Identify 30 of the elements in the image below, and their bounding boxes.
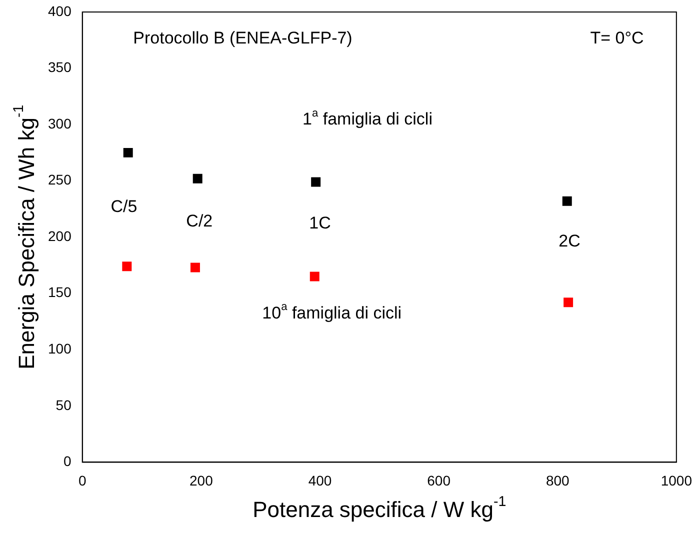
y-tick-label: 0	[64, 453, 72, 470]
x-tick-label: 200	[189, 472, 214, 488]
point	[564, 298, 574, 308]
x-tick-label: 1000	[660, 472, 692, 488]
y-tick-label: 300	[48, 115, 72, 132]
x-tick-label: 0	[78, 472, 86, 488]
annotation: C/5	[110, 197, 138, 216]
x-tick-label: 400	[308, 472, 332, 488]
point	[192, 174, 202, 184]
point	[122, 262, 132, 272]
point	[190, 262, 200, 272]
annotation: 1C	[309, 213, 331, 232]
y-tick-label: 400	[48, 2, 72, 19]
point	[311, 177, 321, 187]
x-tick-label: 800	[546, 472, 570, 488]
point	[310, 272, 320, 282]
y-tick-label: 100	[48, 340, 72, 357]
y-tick-label: 250	[48, 172, 72, 188]
annotation: Protocollo B (ENEA-GLFP-7)	[133, 28, 352, 48]
annotation: C/2	[186, 211, 213, 230]
y-tick-label: 50	[56, 396, 72, 413]
annotation: 2C	[558, 231, 580, 250]
point	[562, 196, 572, 206]
point	[123, 148, 133, 158]
y-axis-title: Energia Specifica / Wh kg-1	[11, 104, 40, 370]
y-tick-label: 150	[48, 284, 72, 300]
y-tick-label: 200	[48, 228, 72, 244]
y-tick-label: 350	[48, 59, 72, 76]
annotation: T= 0°C	[590, 28, 644, 48]
x-tick-label: 600	[427, 472, 451, 488]
